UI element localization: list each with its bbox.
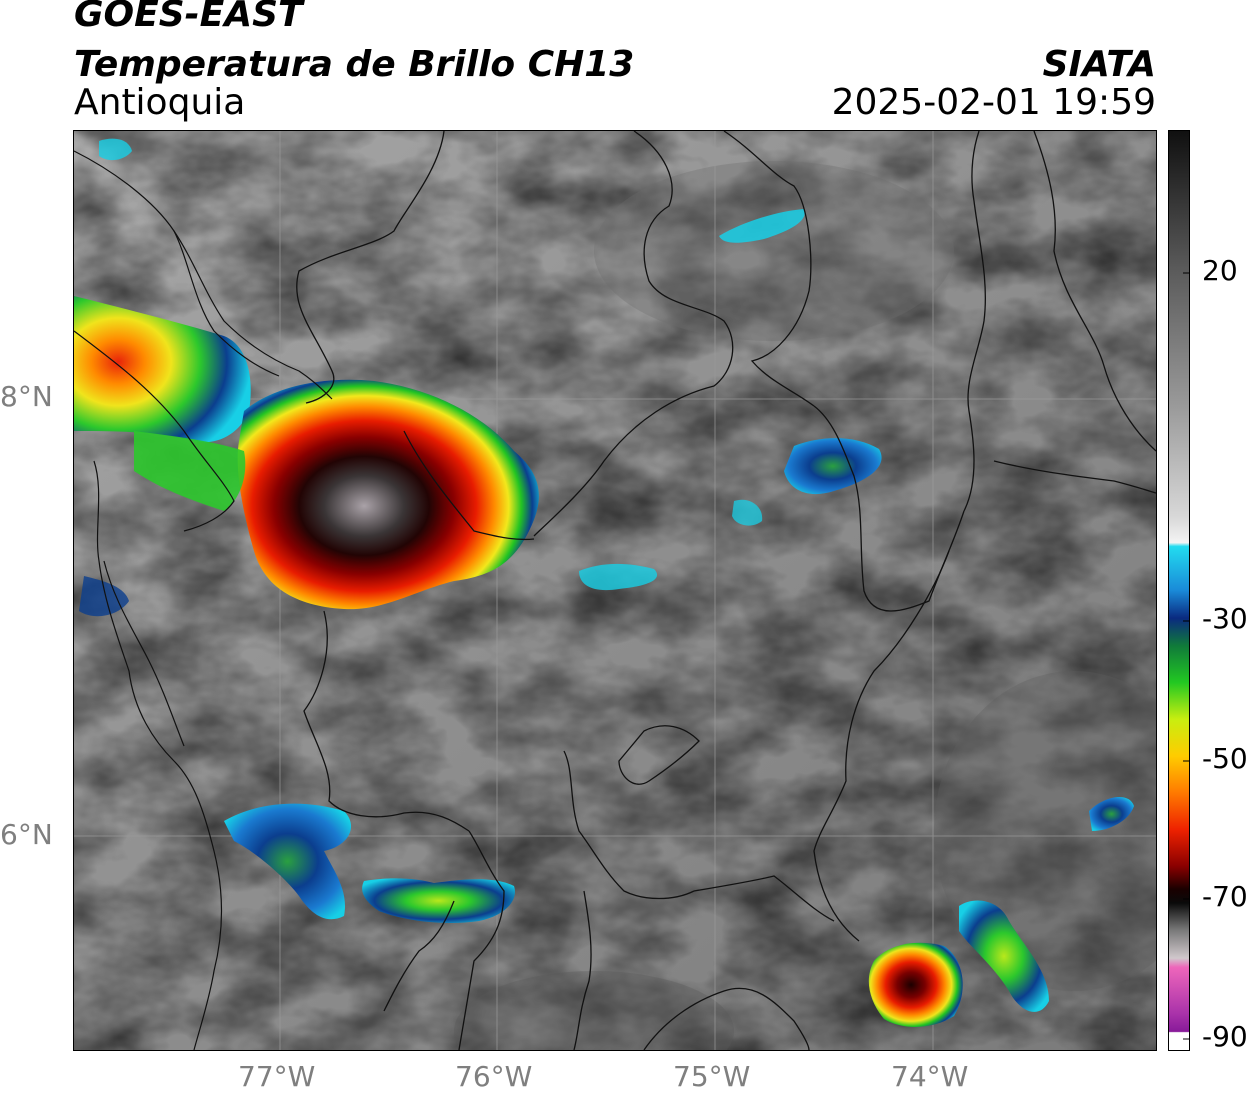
lon-tick-76w: 76°W <box>455 1060 533 1093</box>
satellite-map <box>73 130 1157 1051</box>
storm-cells <box>74 138 1134 1027</box>
cell-east-small <box>784 438 882 495</box>
lat-tick-6n: 6°N <box>0 818 53 851</box>
coastline <box>74 150 333 1050</box>
satellite-title: GOES-EAST <box>74 0 303 35</box>
lat-tick-8n: 8°N <box>0 380 53 413</box>
cloud-texture <box>74 131 1156 1050</box>
department-boundaries <box>296 131 1156 1050</box>
main-cell-northwest <box>237 379 539 610</box>
cell-west-band <box>134 431 246 511</box>
cell-southwest <box>224 803 352 920</box>
lon-tick-74w: 74°W <box>891 1060 969 1093</box>
colorbar-tick-minus30: -30 <box>1202 602 1248 635</box>
cell-northeast <box>719 209 805 243</box>
colorbar <box>1168 130 1190 1051</box>
cell-south-central <box>362 878 515 923</box>
product-title: Temperatura de Brillo CH13 <box>74 44 635 85</box>
graticule <box>74 131 1156 1050</box>
lon-tick-75w: 75°W <box>673 1060 751 1093</box>
colorbar-tick-minus50: -50 <box>1202 742 1248 775</box>
organization-label: SIATA <box>1042 44 1156 85</box>
lon-tick-77w: 77°W <box>238 1060 316 1093</box>
datetime-label: 2025-02-01 19:59 <box>831 82 1156 123</box>
colorbar-tick-20: 20 <box>1202 254 1238 287</box>
colorbar-tick-minus90: -90 <box>1202 1020 1248 1053</box>
cell-southeast <box>868 942 963 1027</box>
cell-west-edge <box>74 296 251 443</box>
region-title: Antioquia <box>74 82 246 123</box>
colorbar-tick-minus70: -70 <box>1202 880 1248 913</box>
